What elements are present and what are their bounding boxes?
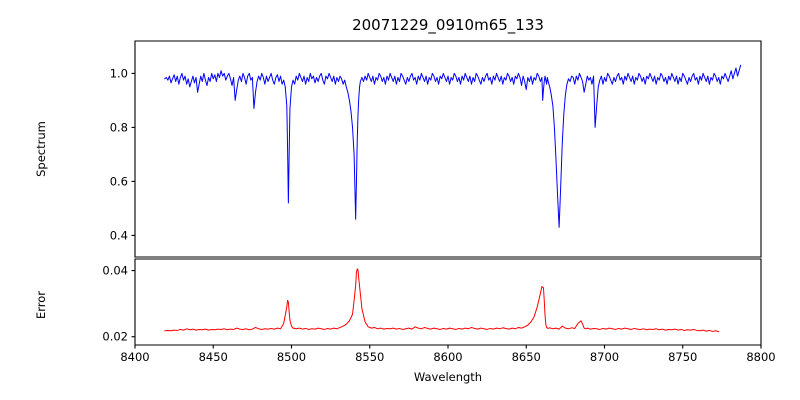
spectrum-y-tick: 0.6 — [110, 174, 128, 188]
spectrum-y-tick: 1.0 — [110, 66, 128, 80]
spectrum-panel: 0.4 0.6 0.8 1.0 — [110, 41, 761, 257]
x-tick-label: 8600 — [433, 350, 462, 364]
x-tick-label: 8450 — [199, 350, 228, 364]
x-tick-label: 8500 — [277, 350, 306, 364]
spectrum-figure: 20071229_0910m65_133 0.4 0.6 0.8 1.0 Spectr… — [0, 0, 800, 400]
x-axis-label: Wavelength — [414, 370, 482, 384]
error-y-tick: 0.04 — [102, 264, 128, 278]
error-y-axis-label: Error — [34, 291, 48, 319]
error-y-tick: 0.02 — [102, 330, 128, 344]
x-tick-label: 8700 — [590, 350, 619, 364]
x-tick-label: 8650 — [512, 350, 541, 364]
spectrum-y-tick: 0.8 — [110, 120, 128, 134]
x-tick-label: 8800 — [746, 350, 775, 364]
x-tick-label: 8550 — [355, 350, 384, 364]
x-tick-label: 8750 — [668, 350, 697, 364]
error-plot-area — [135, 259, 761, 345]
x-tick-label: 8400 — [120, 350, 149, 364]
page-title: 20071229_0910m65_133 — [352, 16, 544, 35]
spectrum-y-axis-label: Spectrum — [34, 121, 48, 177]
spectrum-y-tick: 0.4 — [110, 228, 128, 242]
